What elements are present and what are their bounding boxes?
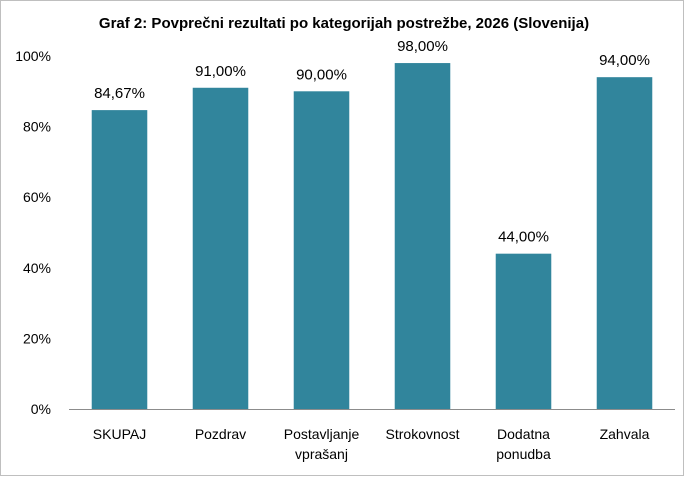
data-label: 84,67% [94, 85, 145, 102]
y-tick-label: 40% [23, 260, 51, 276]
chart-title: Graf 2: Povprečni rezultati po kategorij… [99, 15, 589, 32]
y-tick-label: 0% [31, 401, 51, 417]
data-label: 94,00% [599, 52, 650, 69]
x-category-label-line: Postavljanje [284, 426, 360, 442]
x-category-label-line: ponudba [496, 446, 551, 462]
x-category-label: Pozdrav [195, 426, 246, 442]
x-category-label-line: SKUPAJ [93, 426, 146, 442]
x-category-label-line: Strokovnost [386, 426, 460, 442]
data-labels: 84,67% 91,00% 90,00% 98,00% 44,00% 94,00% [94, 38, 650, 246]
data-label: 98,00% [397, 38, 448, 55]
x-category-label: Zahvala [600, 426, 650, 442]
x-category-label: Postavljanje vprašanj [284, 426, 360, 462]
bar [596, 77, 653, 410]
data-label: 44,00% [498, 229, 549, 246]
x-category-label: Strokovnost [386, 426, 460, 442]
bar [495, 253, 552, 409]
y-axis-ticks: 0% 20% 40% 60% 80% 100% [15, 48, 51, 417]
bars [91, 63, 653, 410]
bar [192, 87, 249, 410]
bar [394, 63, 451, 410]
x-axis-categories: SKUPAJ Pozdrav Postavljanje vprašanj Strokov… [93, 426, 650, 462]
data-label: 90,00% [296, 66, 347, 83]
y-tick-label: 100% [15, 48, 51, 64]
x-category-label: Dodatna ponudba [496, 426, 551, 462]
data-label: 91,00% [195, 63, 246, 80]
x-category-label: SKUPAJ [93, 426, 146, 442]
y-tick-label: 20% [23, 330, 51, 346]
y-tick-label: 80% [23, 119, 51, 135]
y-tick-label: 60% [23, 189, 51, 205]
x-category-label-line: Dodatna [497, 426, 550, 442]
bar [91, 110, 148, 409]
x-category-label-line: vprašanj [295, 446, 348, 462]
x-category-label-line: Zahvala [600, 426, 650, 442]
x-category-label-line: Pozdrav [195, 426, 246, 442]
bar [293, 91, 350, 410]
